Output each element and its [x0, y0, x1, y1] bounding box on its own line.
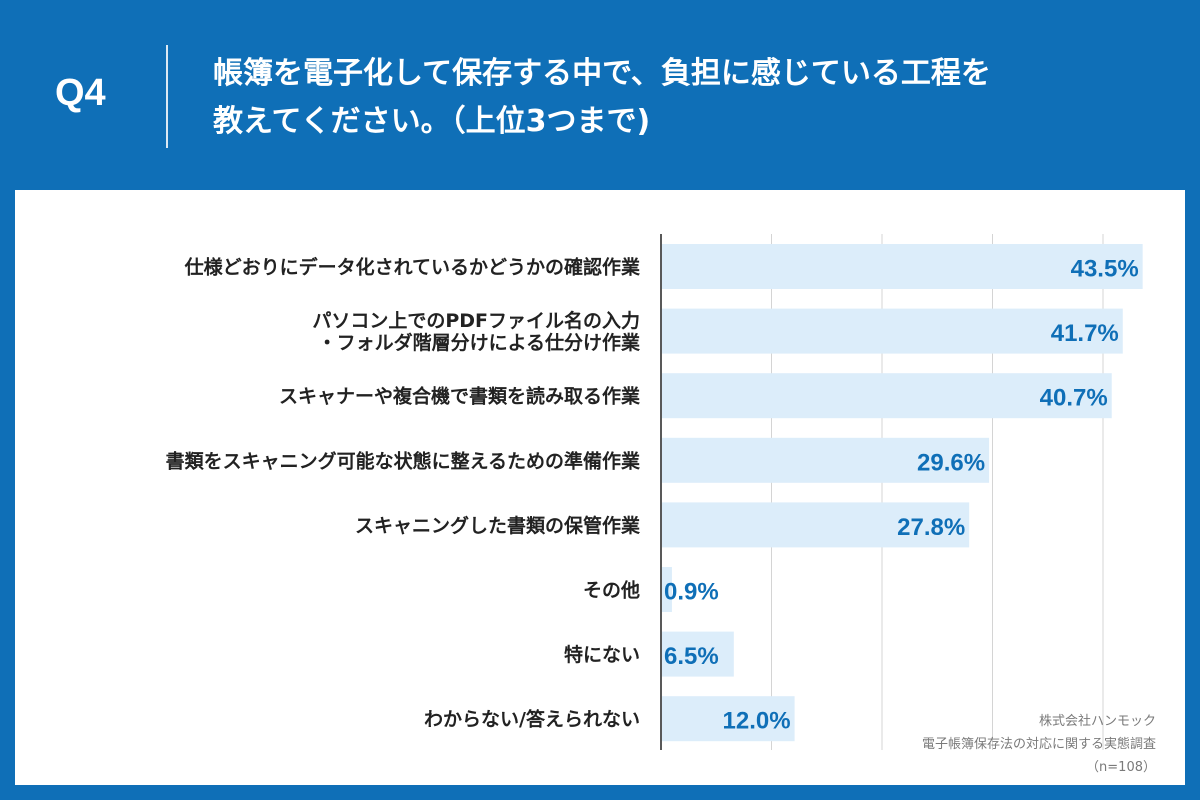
- question-number: Q4: [55, 72, 106, 114]
- value-label: 40.7%: [1040, 385, 1108, 412]
- bar: [662, 244, 1143, 289]
- value-label: 0.9%: [664, 579, 719, 606]
- value-label: 27.8%: [897, 514, 965, 541]
- category-label: その他: [583, 579, 640, 602]
- category-label: 書類をスキャニング可能な状態に整えるための準備作業: [166, 449, 641, 472]
- question-header: Q4 帳簿を電子化して保存する中で、負担に感じている工程を 教えてください。（上…: [0, 0, 1200, 190]
- category-label: パソコン上でのPDFファイル名の入力: [312, 309, 640, 332]
- category-label: 特にない: [564, 644, 640, 666]
- chart-panel: [15, 190, 1185, 785]
- bar: [662, 308, 1123, 354]
- bar: [662, 631, 734, 677]
- value-label: 29.6%: [917, 449, 985, 476]
- bar: [662, 567, 672, 612]
- category-label: スキャニングした書類の保管作業: [355, 514, 641, 537]
- question-text: 帳簿を電子化して保存する中で、負担に感じている工程を 教えてください。（上位3つ…: [213, 50, 1173, 146]
- category-label: スキャナーや複合機で書類を読み取る作業: [279, 385, 641, 408]
- value-label: 12.0%: [723, 708, 791, 735]
- question-line-2: 教えてください。（上位3つまで): [213, 104, 651, 139]
- bar: [662, 696, 795, 742]
- credit-company: 株式会社ハンモック: [1038, 714, 1156, 729]
- category-label: わからない/答えられない: [424, 708, 640, 731]
- value-label: 6.5%: [664, 643, 719, 670]
- question-line-1: 帳簿を電子化して保存する中で、負担に感じている工程を: [213, 56, 991, 91]
- bar: [662, 502, 970, 548]
- value-label: 43.5%: [1071, 256, 1139, 283]
- value-label: 41.7%: [1051, 320, 1119, 347]
- bar: [662, 437, 990, 483]
- category-label: 仕様どおりにデータ化されているかどうかの確認作業: [184, 256, 641, 279]
- bar: [662, 373, 1112, 419]
- credit-survey: 電子帳簿保存法の対応に関する実態調査: [921, 737, 1156, 752]
- credit-sample: （n=108）: [1086, 760, 1156, 775]
- source-credits: 株式会社ハンモック 電子帳簿保存法の対応に関する実態調査 （n=108）: [922, 710, 1156, 779]
- header-divider: [166, 45, 168, 148]
- category-label: ・フォルダ階層分けによる仕分け作業: [318, 331, 641, 354]
